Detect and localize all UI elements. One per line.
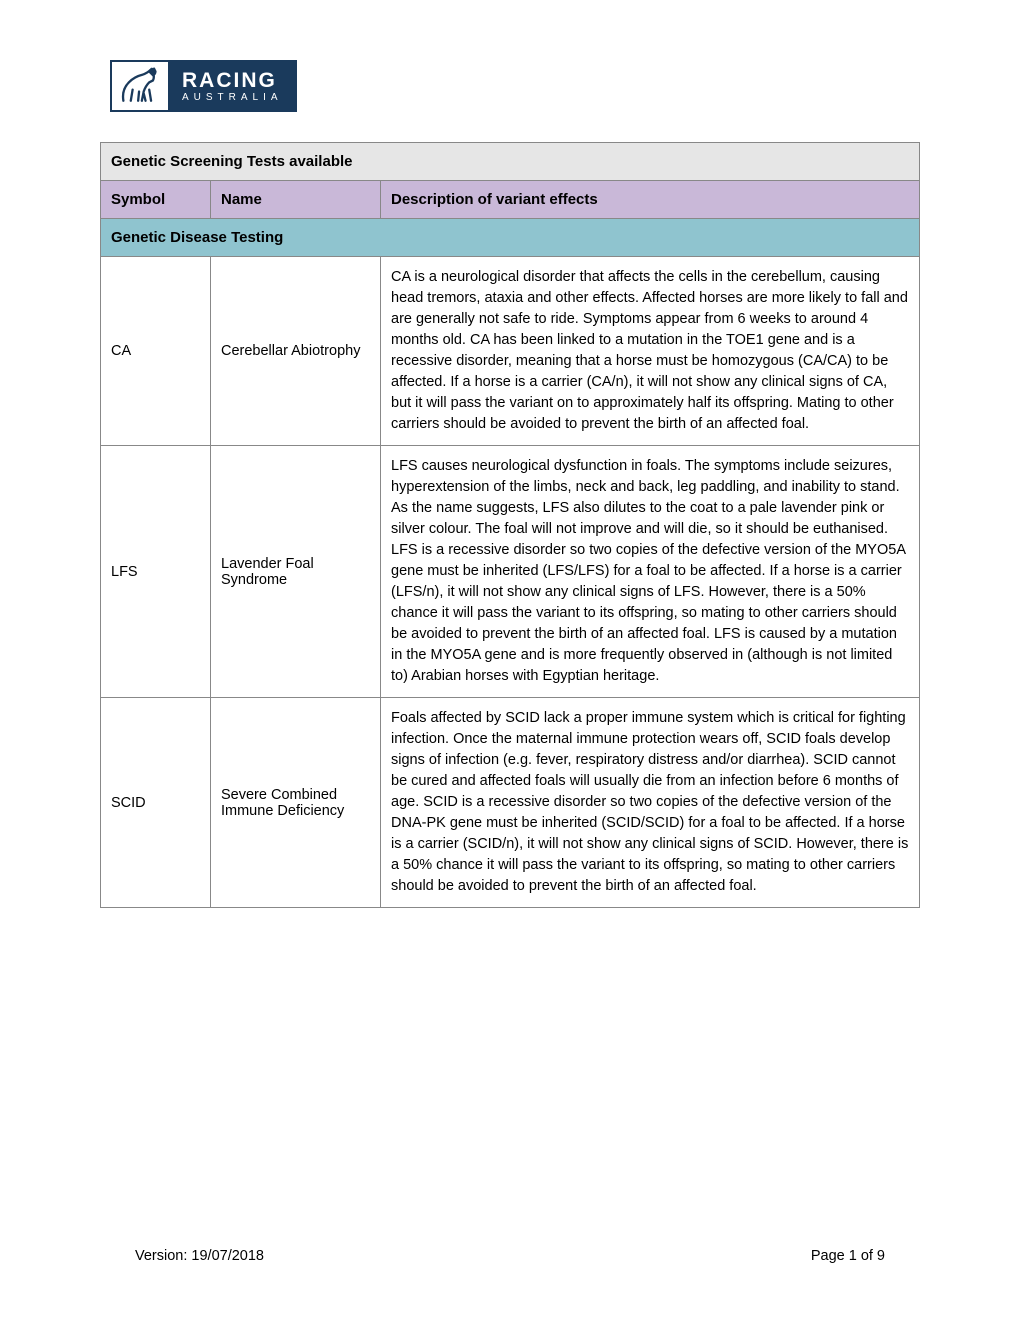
header-symbol: Symbol — [101, 181, 211, 219]
version-label: Version: 19/07/2018 — [135, 1248, 264, 1264]
page-footer: Version: 19/07/2018 Page 1 of 9 — [0, 1248, 1020, 1264]
cell-name: Lavender Foal Syndrome — [211, 446, 381, 698]
genetic-screening-table: Genetic Screening Tests available Symbol… — [100, 142, 920, 908]
header-name: Name — [211, 181, 381, 219]
table-title: Genetic Screening Tests available — [101, 143, 920, 181]
cell-description: LFS causes neurological dysfunction in f… — [381, 446, 920, 698]
horse-icon — [110, 60, 170, 112]
cell-symbol: SCID — [101, 698, 211, 908]
section-label: Genetic Disease Testing — [101, 219, 920, 257]
logo-text: RACING AUSTRALIA — [168, 60, 297, 112]
table-row: LFS Lavender Foal Syndrome LFS causes ne… — [101, 446, 920, 698]
logo-text-bottom: AUSTRALIA — [182, 93, 283, 103]
cell-name: Severe Combined Immune Deficiency — [211, 698, 381, 908]
table-header-row: Symbol Name Description of variant effec… — [101, 181, 920, 219]
cell-description: Foals affected by SCID lack a proper imm… — [381, 698, 920, 908]
cell-name: Cerebellar Abiotrophy — [211, 257, 381, 446]
logo-text-top: RACING — [182, 70, 283, 91]
racing-australia-logo: RACING AUSTRALIA — [110, 60, 297, 112]
cell-symbol: LFS — [101, 446, 211, 698]
table-title-row: Genetic Screening Tests available — [101, 143, 920, 181]
table-row: SCID Severe Combined Immune Deficiency F… — [101, 698, 920, 908]
cell-description: CA is a neurological disorder that affec… — [381, 257, 920, 446]
table-section-row: Genetic Disease Testing — [101, 219, 920, 257]
cell-symbol: CA — [101, 257, 211, 446]
page-number: Page 1 of 9 — [811, 1248, 885, 1264]
header-description: Description of variant effects — [381, 181, 920, 219]
table-row: CA Cerebellar Abiotrophy CA is a neurolo… — [101, 257, 920, 446]
